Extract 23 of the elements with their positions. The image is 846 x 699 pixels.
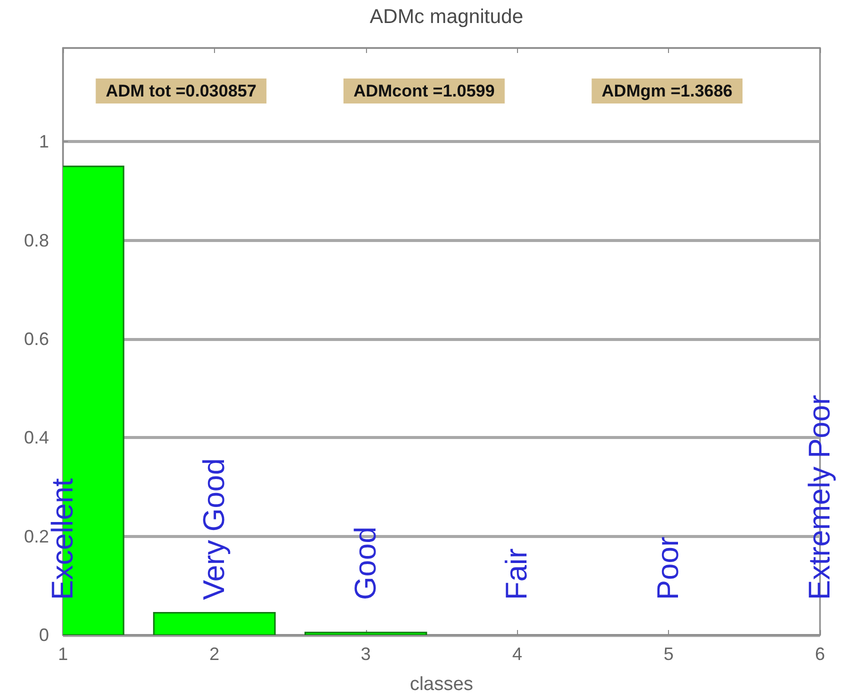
- chart-title: ADMc magnitude: [370, 6, 524, 28]
- x-tick-label: 3: [360, 644, 371, 664]
- x-tick-label: 2: [209, 644, 220, 664]
- x-tick-label: 4: [512, 644, 522, 664]
- y-tick-label: 1: [38, 132, 49, 152]
- annotation: ADM tot =0.030857: [106, 82, 256, 100]
- annotation: ADMgm =1.3686: [602, 82, 733, 100]
- annotation: Fair: [500, 548, 534, 600]
- annotation: Good: [349, 526, 382, 600]
- y-tick-label: 0.2: [24, 526, 49, 546]
- x-axis-title: classes: [410, 674, 474, 695]
- annotation: Extremely Poor: [804, 394, 836, 600]
- y-tick-label: 0.6: [24, 329, 49, 350]
- annotation: ADMcont =1.0599: [353, 82, 495, 100]
- annotation: Excellent: [46, 478, 80, 600]
- y-tick-label: 0.4: [24, 428, 49, 448]
- x-tick-label: 6: [814, 644, 826, 664]
- y-tick-label: 0: [38, 625, 49, 645]
- y-tick-label: 0.8: [24, 230, 49, 250]
- x-tick-label: 5: [664, 644, 674, 664]
- x-tick-label: 1: [58, 644, 68, 664]
- annotation: Very Good: [198, 458, 231, 600]
- annotation: Poor: [652, 536, 686, 600]
